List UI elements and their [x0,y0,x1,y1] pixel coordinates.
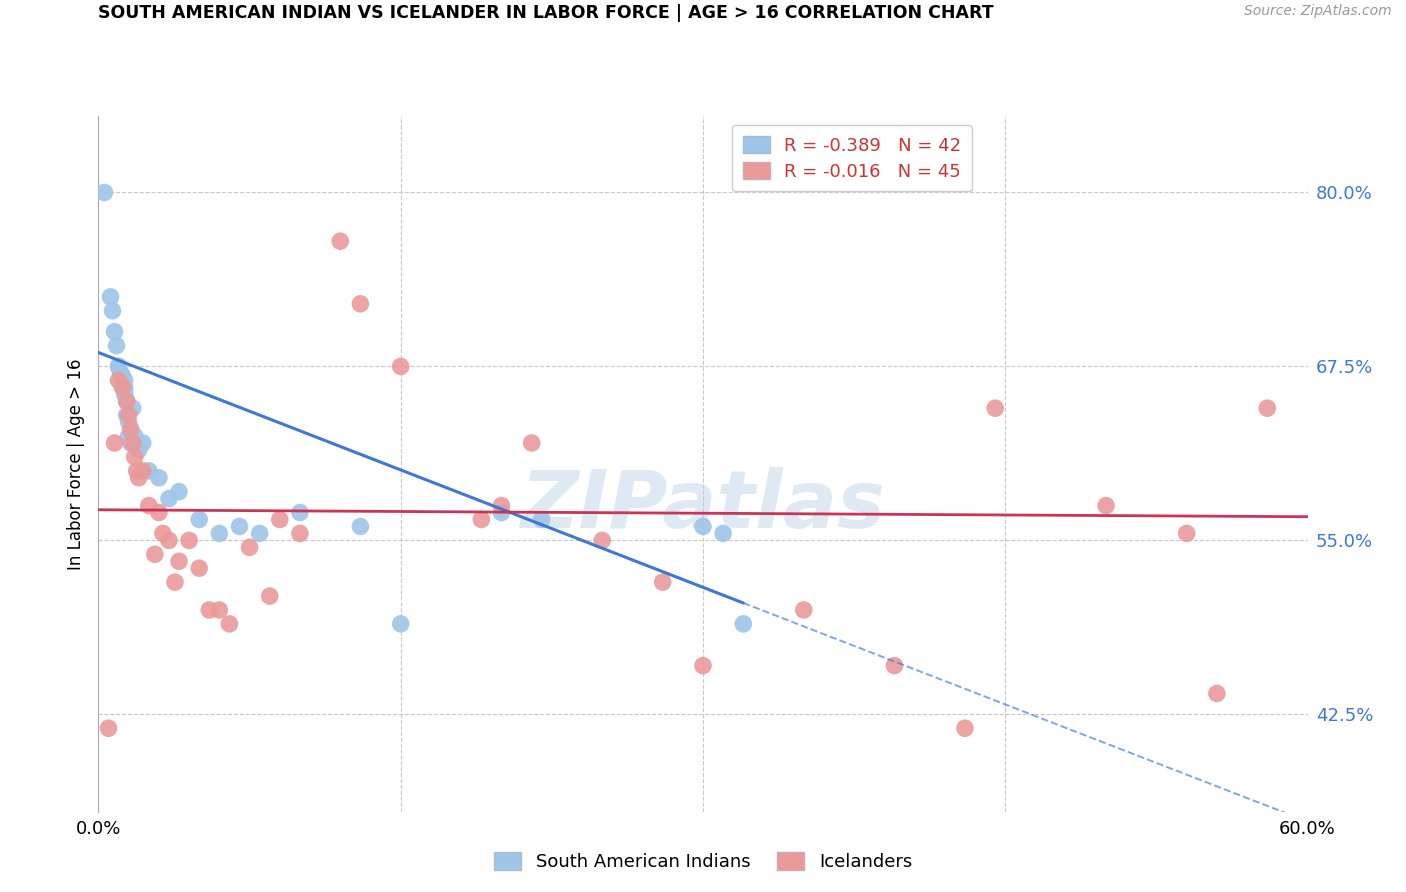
Point [953,721,976,735]
Point [692,658,714,673]
Point [239,541,262,555]
Point [288,506,311,520]
Point [97,721,120,735]
Point [591,533,613,548]
Point [157,491,180,506]
Point [389,359,412,374]
Point [120,422,142,436]
Point [138,464,160,478]
Point [349,297,371,311]
Point [138,499,160,513]
Point [491,506,513,520]
Point [101,303,124,318]
Point [163,575,186,590]
Point [491,499,513,513]
Point [208,526,231,541]
Point [249,526,271,541]
Point [269,512,291,526]
Point [152,526,174,541]
Point [349,519,371,533]
Point [114,380,136,394]
Point [118,408,141,422]
Point [107,359,129,374]
Point [1175,526,1198,541]
Point [107,359,129,374]
Text: ZIPatlas: ZIPatlas [520,467,886,545]
Point [793,603,815,617]
Point [389,616,412,631]
Point [115,394,138,409]
Point [1206,686,1229,700]
Point [115,394,138,409]
Point [111,373,134,387]
Point [114,383,136,397]
Point [103,325,125,339]
Point [121,401,143,416]
Point [124,450,146,464]
Point [128,471,150,485]
Point [329,234,352,248]
Point [143,547,166,561]
Point [107,373,129,387]
Point [105,338,128,352]
Legend: South American Indians, Icelanders: South American Indians, Icelanders [486,846,920,879]
Point [114,373,136,387]
Y-axis label: In Labor Force | Age > 16: In Labor Force | Age > 16 [66,358,84,570]
Point [120,436,142,450]
Point [218,616,240,631]
Point [121,436,143,450]
Point [1095,499,1118,513]
Point [132,464,155,478]
Point [125,464,148,478]
Text: SOUTH AMERICAN INDIAN VS ICELANDER IN LABOR FORCE | AGE > 16 CORRELATION CHART: SOUTH AMERICAN INDIAN VS ICELANDER IN LA… [98,4,994,22]
Point [1256,401,1278,416]
Point [111,373,134,387]
Point [167,554,190,568]
Point [118,429,141,443]
Legend: R = -0.389   N = 42, R = -0.016   N = 45: R = -0.389 N = 42, R = -0.016 N = 45 [731,125,972,192]
Point [651,575,673,590]
Point [188,561,211,575]
Point [103,436,125,450]
Point [124,429,146,443]
Point [114,387,136,401]
Point [148,471,170,485]
Point [179,533,201,548]
Point [167,484,190,499]
Point [198,603,221,617]
Point [711,526,734,541]
Point [984,401,1007,416]
Point [259,589,281,603]
Point [110,367,132,381]
Point [93,186,115,200]
Point [208,603,231,617]
Point [115,408,138,422]
Point [132,436,155,450]
Point [520,436,543,450]
Point [228,519,250,533]
Point [530,512,553,526]
Point [470,512,492,526]
Point [128,442,150,457]
Point [883,658,905,673]
Point [148,506,170,520]
Point [111,380,134,394]
Point [157,533,180,548]
Point [692,519,714,533]
Point [733,616,755,631]
Point [188,512,211,526]
Point [288,526,311,541]
Point [118,415,141,429]
Point [111,369,134,384]
Point [111,380,134,394]
Text: Source: ZipAtlas.com: Source: ZipAtlas.com [1244,4,1392,19]
Point [100,290,122,304]
Point [110,367,132,381]
